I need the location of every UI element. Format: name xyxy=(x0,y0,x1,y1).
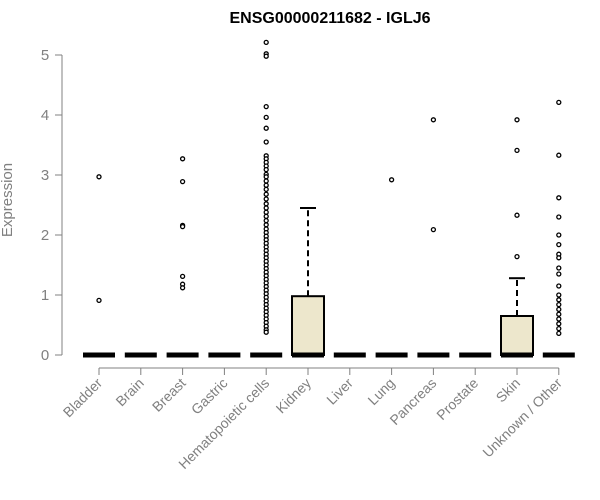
box-group xyxy=(83,174,115,358)
outlier-point xyxy=(96,174,102,180)
outlier-point xyxy=(263,174,269,180)
x-tick-label: Breast xyxy=(149,375,189,415)
box-group xyxy=(375,177,408,358)
outlier-point xyxy=(263,209,269,215)
outlier-point xyxy=(514,212,520,218)
outlier-point xyxy=(556,195,562,201)
x-tick-label: Skin xyxy=(493,375,524,406)
outlier-point xyxy=(430,226,437,233)
outlier-point xyxy=(263,186,269,193)
y-tick-label: 1 xyxy=(41,287,49,304)
outlier-point xyxy=(263,201,269,207)
box-group xyxy=(166,156,199,358)
outlier-point xyxy=(556,283,562,289)
box xyxy=(291,295,325,357)
box xyxy=(500,315,534,356)
outlier-point xyxy=(96,297,102,304)
outlier-point xyxy=(263,213,269,220)
box-group xyxy=(542,99,575,358)
outlier-point xyxy=(263,217,269,224)
outlier-point xyxy=(263,39,269,46)
outlier-point xyxy=(556,301,562,308)
outlier-point xyxy=(556,232,562,238)
box-group xyxy=(291,207,325,358)
outlier-point xyxy=(514,117,520,123)
x-tick-label: Prostate xyxy=(433,375,481,423)
outlier-point xyxy=(263,53,269,59)
x-tick-label: Bladder xyxy=(60,375,106,421)
x-tick-label: Unknown / Other xyxy=(479,375,565,461)
outlier-point xyxy=(514,253,520,260)
x-tick-label: Liver xyxy=(323,375,356,408)
y-tick-label: 4 xyxy=(41,107,49,124)
y-tick-label: 3 xyxy=(41,167,49,184)
outlier-point xyxy=(556,255,562,261)
outlier-point xyxy=(556,316,562,322)
outlier-point xyxy=(556,306,562,313)
outlier-point xyxy=(556,241,562,248)
outlier-point xyxy=(179,285,186,291)
outlier-point xyxy=(556,321,562,327)
outlier-point xyxy=(263,166,269,173)
outlier-point xyxy=(263,182,269,188)
outlier-point xyxy=(179,178,186,185)
outlier-point xyxy=(263,125,269,131)
outlier-point xyxy=(430,117,437,123)
plot-area xyxy=(83,39,575,358)
y-tick-label: 2 xyxy=(41,227,49,244)
x-tick-label: Brain xyxy=(112,375,146,409)
outlier-point xyxy=(556,265,562,271)
outlier-point xyxy=(179,223,186,230)
outlier-point xyxy=(556,297,562,303)
outlier-point xyxy=(514,147,520,154)
outlier-point xyxy=(556,330,562,337)
y-axis-label: Expression xyxy=(0,163,16,237)
outlier-point xyxy=(263,139,269,145)
outlier-point xyxy=(556,311,562,317)
outlier-point xyxy=(263,329,269,335)
box-group xyxy=(250,39,283,358)
outlier-point xyxy=(556,292,562,298)
outlier-point xyxy=(263,191,269,197)
outlier-point xyxy=(179,156,186,162)
chart-title: ENSG00000211682 - IGLJ6 xyxy=(229,10,430,27)
outlier-point xyxy=(556,325,562,332)
outlier-point xyxy=(556,99,562,106)
outlier-point xyxy=(263,196,269,202)
y-tick-label: 5 xyxy=(41,47,49,64)
x-tick-label: Kidney xyxy=(273,375,315,417)
outlier-point xyxy=(263,114,269,121)
outlier-point xyxy=(263,205,269,211)
y-axis: 0 1 2 3 4 5 xyxy=(41,47,63,364)
outlier-point xyxy=(179,273,186,280)
outlier-point xyxy=(263,103,269,110)
outlier-point xyxy=(263,222,269,228)
outlier-point xyxy=(556,214,562,220)
outlier-point xyxy=(556,152,562,158)
outlier-point xyxy=(388,177,395,183)
outlier-point xyxy=(263,178,269,184)
outlier-point xyxy=(556,271,562,277)
box-group xyxy=(500,117,534,358)
box-group xyxy=(417,117,450,358)
x-tick-label: Lung xyxy=(364,375,397,408)
y-tick-label: 0 xyxy=(41,347,49,364)
